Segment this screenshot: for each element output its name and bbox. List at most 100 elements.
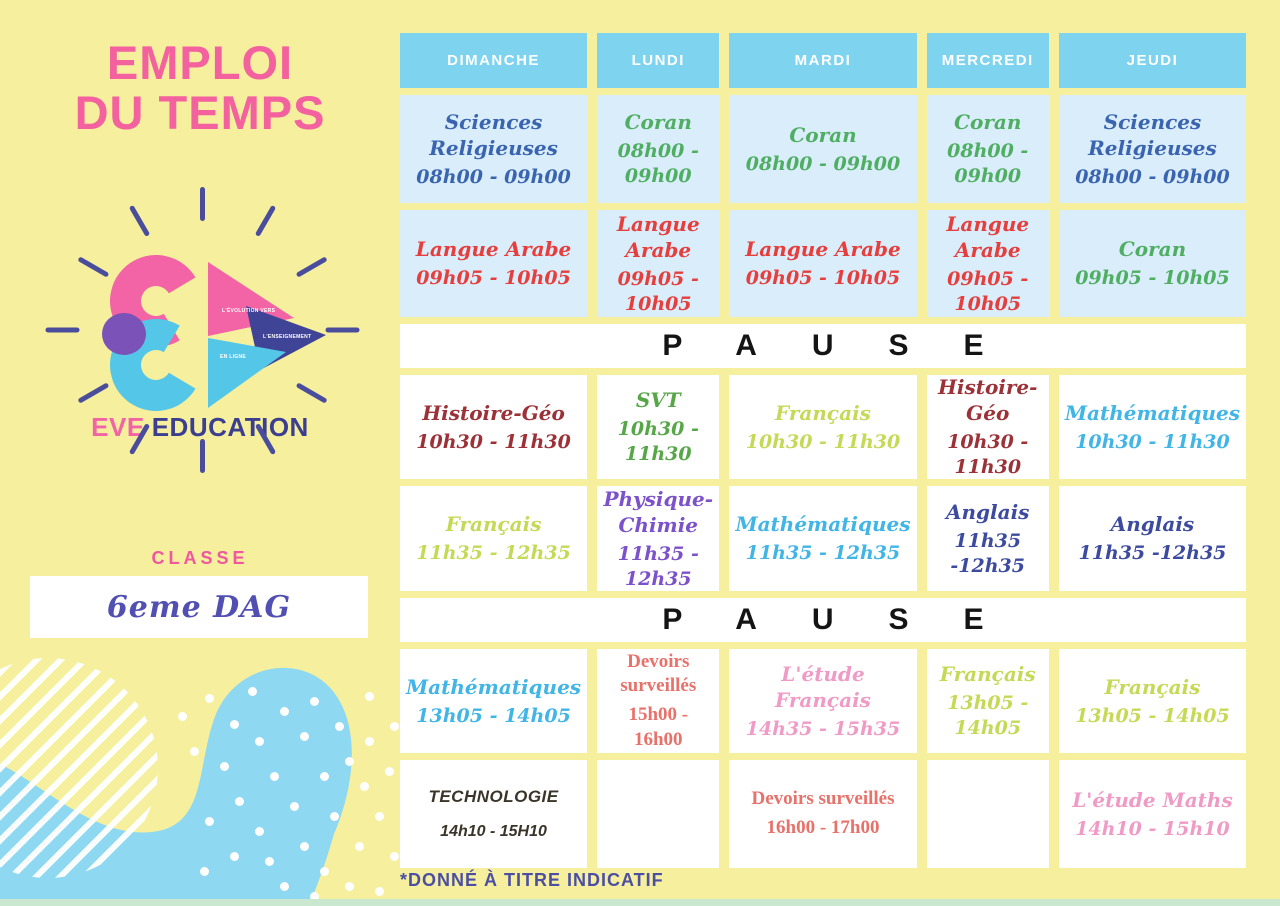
classe-label: CLASSE (151, 548, 249, 568)
cell-time: 11h35 - 12h35 (617, 542, 699, 590)
polka-dot (205, 817, 214, 826)
cell-subject: Français (445, 512, 542, 537)
polka-dot (230, 852, 239, 861)
logo-tagline-3: EN LIGNE (220, 354, 247, 360)
logo-wordmark-education: EDUCATION (151, 412, 309, 442)
sun-ray (199, 187, 205, 221)
day-header-jeudi: JEUDI (1058, 33, 1246, 88)
page-title-line1: EMPLOI (106, 36, 294, 89)
cell-time: 13h05 - 14h05 (416, 704, 571, 727)
polka-dot (355, 842, 364, 851)
timetable-cell: L'étude Français 14h35 - 15h35 (729, 649, 917, 753)
timetable-cell: TECHNOLOGIE 14h10 - 15H10 (400, 760, 588, 868)
polka-dot (330, 812, 339, 821)
timetable-cell: Mathématiques 11h35 - 12h35 (729, 486, 917, 591)
cell-time: 11h35 - 12h35 (416, 542, 571, 565)
timetable-cell: L'étude Maths 14h10 - 15h10 (1058, 760, 1246, 868)
polka-dot (255, 737, 264, 746)
polka-dot (280, 882, 289, 891)
timetable-cell-empty (597, 760, 720, 868)
polka-dot (300, 842, 309, 851)
day-header-mardi: MARDI (729, 33, 917, 88)
sun-ray (45, 327, 79, 333)
timetable-cell: Coran 08h00 - 09h00 (597, 95, 720, 203)
cell-time: 15h00 - 16h00 (628, 704, 689, 750)
cell-subject: Langue Arabe (946, 211, 1030, 262)
cell-time: 10h30 - 11h30 (745, 430, 901, 453)
polka-dot (265, 857, 274, 866)
cell-subject: Langue Arabe (415, 237, 572, 262)
timetable-cell: Devoirs surveillés 15h00 - 16h00 (597, 649, 720, 753)
pause-bar: PAUSE (400, 598, 1246, 642)
pause-label: PAUSE (662, 329, 1039, 362)
pause-bar: PAUSE (400, 324, 1246, 368)
cell-time: 10h30 - 11h30 (416, 430, 571, 453)
timetable-cell: Coran 08h00 - 09h00 (729, 95, 917, 203)
cell-subject: L'étude Français (775, 661, 871, 712)
polka-dot (345, 882, 354, 891)
classe-value: 6eme DAG (106, 589, 292, 625)
cell-time: 11h35 - 12h35 (745, 542, 901, 565)
cell-time: 09h05 - 10h05 (416, 267, 571, 290)
cell-subject: Coran (954, 110, 1022, 135)
cell-subject: Langue Arabe (745, 237, 901, 262)
polka-dot (205, 694, 214, 703)
polka-dot (345, 757, 354, 766)
polka-dot (385, 767, 394, 776)
cell-time: 13h05 - 14h05 (1075, 704, 1230, 727)
polka-dot (390, 852, 399, 861)
cell-subject: Coran (789, 122, 857, 147)
polka-dot (375, 812, 384, 821)
polka-dots-decoration (160, 652, 400, 904)
timetable-cell: Sciences Religieuses 08h00 - 09h00 (1058, 95, 1246, 203)
polka-dot (178, 712, 187, 721)
cell-subject: Sciences Religieuses (1088, 109, 1217, 160)
timetable-cell: Français 13h05 - 14h05 (1058, 649, 1246, 753)
polka-dot (365, 692, 374, 701)
cell-time: 08h00 - 09h00 (745, 152, 901, 175)
cell-time: 14h35 - 15h35 (745, 717, 901, 740)
cell-time: 13h05 - 14h05 (947, 692, 1029, 739)
polka-dot (190, 747, 199, 756)
timetable-cell: Mathématiques 13h05 - 14h05 (400, 649, 588, 753)
sun-ray (325, 327, 359, 333)
cell-time: 10h30 - 11h30 (1075, 430, 1230, 453)
timetable-cell: Langue Arabe 09h05 - 10h05 (400, 210, 588, 317)
polka-dot (248, 687, 257, 696)
logo-tagline-2: L'ENSEIGNEMENT (263, 334, 312, 340)
timetable-cell: Coran 08h00 - 09h00 (926, 95, 1049, 203)
timetable-cell: Devoirs surveillés 16h00 - 17h00 (729, 760, 917, 868)
timetable-cell: Physique-Chimie 11h35 - 12h35 (597, 486, 720, 591)
cell-subject: Histoire-Géo (422, 400, 565, 425)
cell-time: 16h00 - 17h00 (766, 817, 880, 838)
cell-time: 10h30 - 11h30 (947, 431, 1029, 478)
polka-dot (280, 707, 289, 716)
cell-subject: Français (1104, 674, 1201, 699)
timetable-cell: Langue Arabe 09h05 - 10h05 (729, 210, 917, 317)
polka-dot (390, 722, 399, 731)
cell-subject: Coran (624, 110, 692, 135)
cell-subject: Physique-Chimie (603, 486, 714, 537)
cell-subject: Français (775, 400, 871, 425)
cell-time: 10h30 - 11h30 (617, 418, 699, 465)
cell-time: 08h00 - 09h00 (947, 140, 1029, 187)
timetable-cell: Anglais 11h35 -12h35 (1058, 486, 1246, 591)
logo-letter-e (100, 245, 212, 421)
polka-dot (230, 720, 239, 729)
polka-dot (255, 827, 264, 836)
cell-time: 08h00 - 09h00 (617, 140, 699, 187)
cell-subject: Mathématiques (1064, 400, 1240, 425)
cell-time: 09h05 - 10h05 (617, 267, 699, 315)
bottom-green-strip (0, 899, 1280, 906)
cell-subject: Anglais (945, 499, 1030, 524)
timetable-cell: Français 10h30 - 11h30 (729, 375, 917, 479)
polka-dot (320, 772, 329, 781)
cell-time: 14h10 - 15h10 (1075, 817, 1230, 840)
polka-dot (335, 722, 344, 731)
logo-tagline-1: L'ÉVOLUTION VERS (222, 308, 276, 314)
timetable-cell: Histoire-Géo 10h30 - 11h30 (400, 375, 588, 479)
day-header-lundi: LUNDI (597, 33, 720, 88)
polka-dot (310, 697, 319, 706)
polka-dot (365, 737, 374, 746)
timetable-cell: SVT 10h30 - 11h30 (597, 375, 720, 479)
